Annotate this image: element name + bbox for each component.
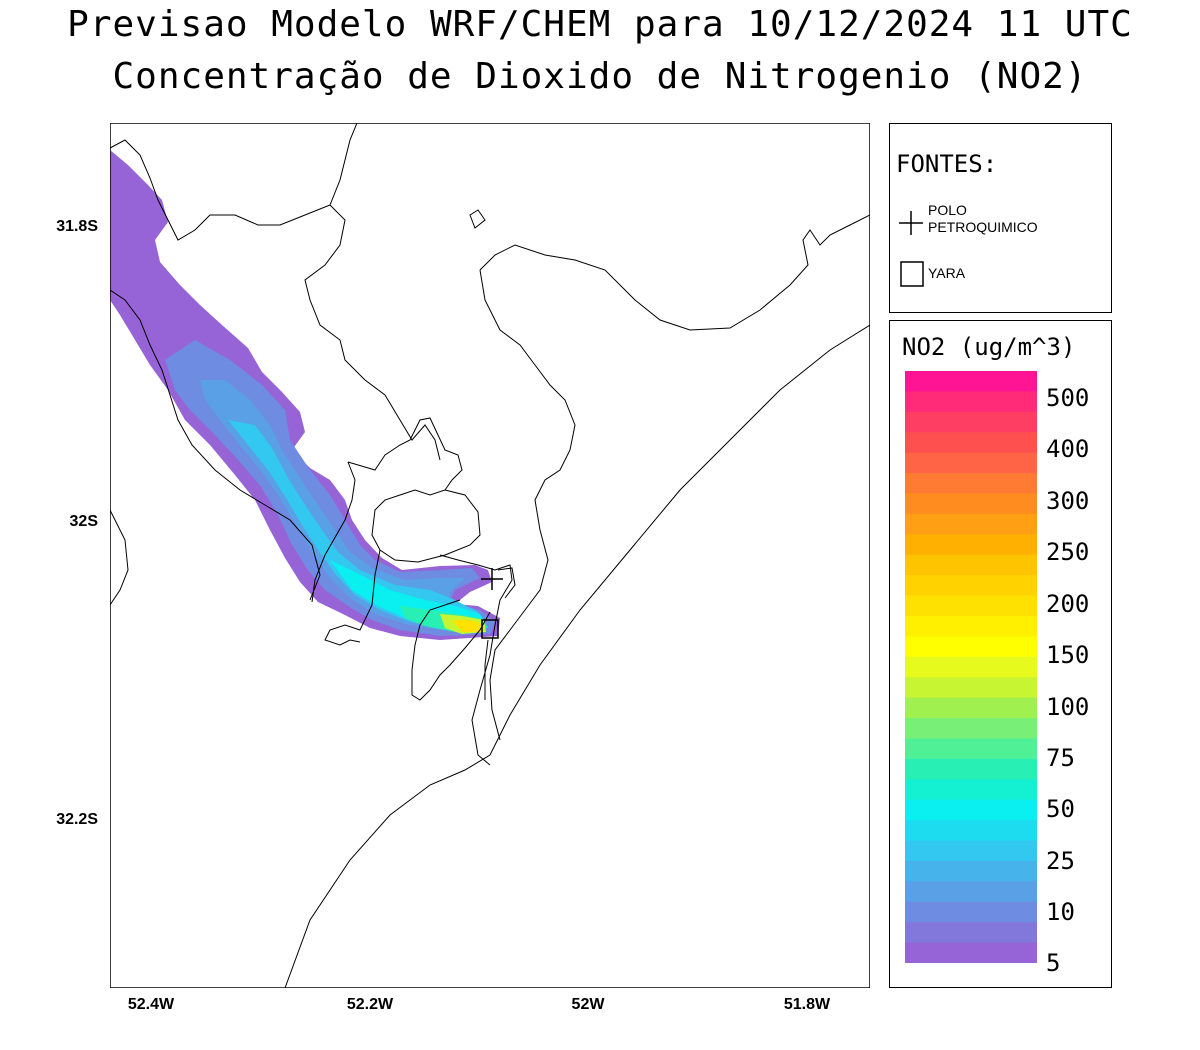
color-bar-segment bbox=[905, 534, 1037, 556]
lat-label-31-8s: 31.8S bbox=[56, 218, 98, 235]
sources-legend-title: FONTES: bbox=[896, 150, 998, 178]
lon-label-52-2w: 52.2W bbox=[346, 996, 394, 1013]
color-bar-segment bbox=[905, 452, 1037, 474]
color-bar-segment bbox=[905, 391, 1037, 413]
scale-label-400: 400 bbox=[1046, 435, 1090, 463]
no2-color-scale: NO2 (ug/m^3) 500 400 300 250 200 150 100… bbox=[889, 320, 1112, 988]
plus-icon bbox=[899, 211, 923, 235]
color-bar-segment bbox=[905, 758, 1037, 780]
square-icon bbox=[900, 261, 924, 287]
color-bar-segment bbox=[905, 554, 1037, 576]
map-subtitle: Concentração de Dioxido de Nitrogenio (N… bbox=[112, 56, 1088, 97]
source-label-yara: YARA bbox=[928, 265, 966, 281]
color-bar-segment bbox=[905, 840, 1037, 862]
map-title: Previsao Modelo WRF/CHEM para 10/12/2024… bbox=[67, 4, 1133, 45]
color-bar-segment bbox=[905, 901, 1037, 923]
scale-label-75: 75 bbox=[1046, 744, 1075, 772]
color-bar-segment bbox=[905, 942, 1037, 963]
scale-label-25: 25 bbox=[1046, 847, 1075, 875]
color-bar-segment bbox=[905, 718, 1037, 740]
scale-label-250: 250 bbox=[1046, 538, 1090, 566]
color-bar bbox=[905, 371, 1037, 963]
map-border bbox=[110, 123, 870, 988]
scale-label-5: 5 bbox=[1046, 949, 1061, 977]
marker-yara bbox=[481, 619, 499, 639]
color-bar-segment bbox=[905, 636, 1037, 658]
source-label-petroquimico: PETROQUIMICO bbox=[928, 219, 1038, 235]
color-bar-segment bbox=[905, 799, 1037, 821]
color-bar-segment bbox=[905, 473, 1037, 495]
color-bar-segment bbox=[905, 677, 1037, 699]
color-bar-segment bbox=[905, 922, 1037, 944]
lon-label-52-4w: 52.4W bbox=[127, 996, 175, 1013]
color-bar-segment bbox=[905, 738, 1037, 760]
color-bar-segment bbox=[905, 575, 1037, 597]
lon-label-52w: 52W bbox=[571, 996, 605, 1013]
map-panel[interactable] bbox=[110, 123, 870, 988]
scale-label-100: 100 bbox=[1046, 693, 1090, 721]
no2-plume bbox=[110, 150, 500, 640]
color-bar-segment bbox=[905, 697, 1037, 719]
color-bar-segment bbox=[905, 595, 1037, 617]
color-bar-segment bbox=[905, 615, 1037, 637]
lat-label-32s: 32S bbox=[69, 513, 98, 530]
scale-label-200: 200 bbox=[1046, 590, 1090, 618]
color-bar-segment bbox=[905, 371, 1037, 393]
color-bar-segment bbox=[905, 411, 1037, 433]
scale-label-300: 300 bbox=[1046, 487, 1090, 515]
marker-polo-petroquimico bbox=[481, 568, 503, 590]
color-bar-segment bbox=[905, 513, 1037, 535]
sources-legend: FONTES: POLO PETROQUIMICO YARA bbox=[889, 123, 1112, 313]
scale-label-500: 500 bbox=[1046, 384, 1090, 412]
lon-label-51-8w: 51.8W bbox=[783, 996, 831, 1013]
color-bar-segment bbox=[905, 493, 1037, 515]
color-bar-segment bbox=[905, 779, 1037, 801]
color-bar-segment bbox=[905, 881, 1037, 903]
color-bar-segment bbox=[905, 656, 1037, 678]
color-bar-segment bbox=[905, 860, 1037, 882]
scale-label-10: 10 bbox=[1046, 898, 1075, 926]
scale-label-50: 50 bbox=[1046, 795, 1075, 823]
scale-label-150: 150 bbox=[1046, 641, 1090, 669]
color-bar-segment bbox=[905, 432, 1037, 454]
coastlines bbox=[110, 123, 870, 988]
lat-label-32-2s: 32.2S bbox=[56, 811, 98, 828]
scale-title: NO2 (ug/m^3) bbox=[902, 333, 1076, 361]
color-bar-segment bbox=[905, 820, 1037, 842]
source-label-polo: POLO bbox=[928, 202, 967, 218]
